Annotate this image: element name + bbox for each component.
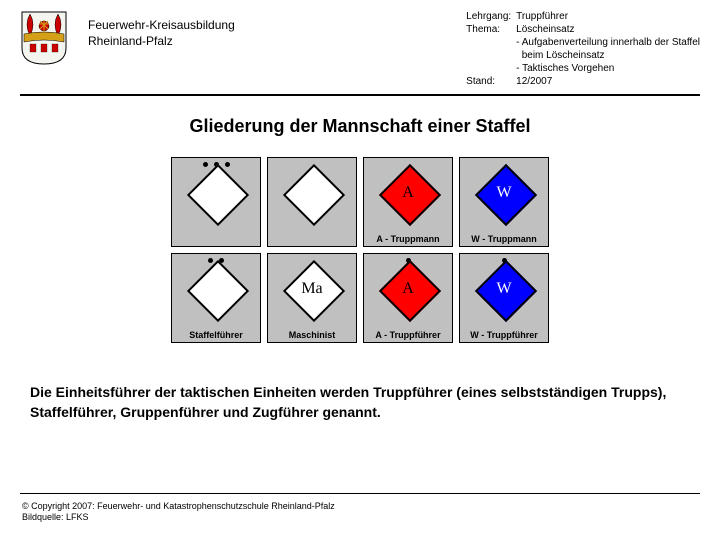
diamond-letter: W — [477, 166, 531, 220]
crest-logo — [20, 10, 68, 66]
diagram-grid: A A - Truppmann W W - Truppmann Staffelführe… — [20, 157, 700, 343]
cell-caption: W - Truppmann — [471, 234, 537, 244]
cell-caption: A - Truppmann — [376, 234, 439, 244]
diamond-wrap: W — [477, 166, 531, 220]
diagram-cell-r1c0: Staffelführer — [171, 253, 261, 343]
diamond-letter: W — [477, 262, 531, 316]
diamond-wrap: A — [381, 262, 435, 316]
footer-copyright: © Copyright 2007: Feuerwehr- und Katastr… — [22, 501, 335, 513]
cell-caption: Staffelführer — [189, 330, 243, 340]
page-title: Gliederung der Mannschaft einer Staffel — [20, 116, 700, 137]
footer-source: Bildquelle: LFKS — [22, 512, 335, 524]
diagram-cell-r1c2: A A - Truppführer — [363, 253, 453, 343]
org-line1: Feuerwehr-Kreisausbildung — [88, 18, 288, 34]
diamond-wrap — [285, 166, 339, 220]
diamond-letter: A — [381, 262, 435, 316]
thema-value2: - Aufgabenverteilung innerhalb der Staff… — [516, 36, 700, 49]
meta-block: Lehrgang: Truppführer Thema: Löscheinsat… — [466, 10, 700, 88]
cell-caption: A - Truppführer — [375, 330, 440, 340]
lehrgang-label: Lehrgang: — [466, 10, 516, 23]
footer-divider — [20, 493, 700, 494]
footer: © Copyright 2007: Feuerwehr- und Katastr… — [22, 501, 335, 524]
org-line2: Rheinland-Pfalz — [88, 34, 288, 50]
diagram-cell-r1c3: W W - Truppführer — [459, 253, 549, 343]
diagram-cell-r0c2: A A - Truppmann — [363, 157, 453, 247]
thema-label: Thema: — [466, 23, 516, 36]
header: Feuerwehr-Kreisausbildung Rheinland-Pfal… — [20, 10, 700, 96]
diamond-wrap: W — [477, 262, 531, 316]
cell-caption: Maschinist — [289, 330, 336, 340]
thema-value3: beim Löscheinsatz — [516, 49, 604, 62]
diagram-cell-r1c1: Ma Maschinist — [267, 253, 357, 343]
lehrgang-value: Truppführer — [516, 10, 568, 23]
diamond-letter: A — [381, 166, 435, 220]
body-paragraph: Die Einheitsführer der taktischen Einhei… — [30, 383, 690, 422]
diamond-shape — [283, 164, 345, 226]
diamond-wrap — [189, 262, 243, 316]
diagram-cell-r0c0 — [171, 157, 261, 247]
diamond-wrap: A — [381, 166, 435, 220]
diamond-letter: Ma — [285, 262, 339, 316]
thema-value4: - Taktisches Vorgehen — [516, 62, 614, 75]
cell-caption: W - Truppführer — [470, 330, 538, 340]
stand-label: Stand: — [466, 75, 516, 88]
org-block: Feuerwehr-Kreisausbildung Rheinland-Pfal… — [88, 18, 288, 49]
diagram-cell-r0c1 — [267, 157, 357, 247]
diamond-wrap — [189, 166, 243, 220]
stand-value: 12/2007 — [516, 75, 552, 88]
diamond-shape — [187, 260, 249, 322]
diamond-shape — [187, 164, 249, 226]
diagram-cell-r0c3: W W - Truppmann — [459, 157, 549, 247]
thema-value1: Löscheinsatz — [516, 23, 574, 36]
diamond-wrap: Ma — [285, 262, 339, 316]
